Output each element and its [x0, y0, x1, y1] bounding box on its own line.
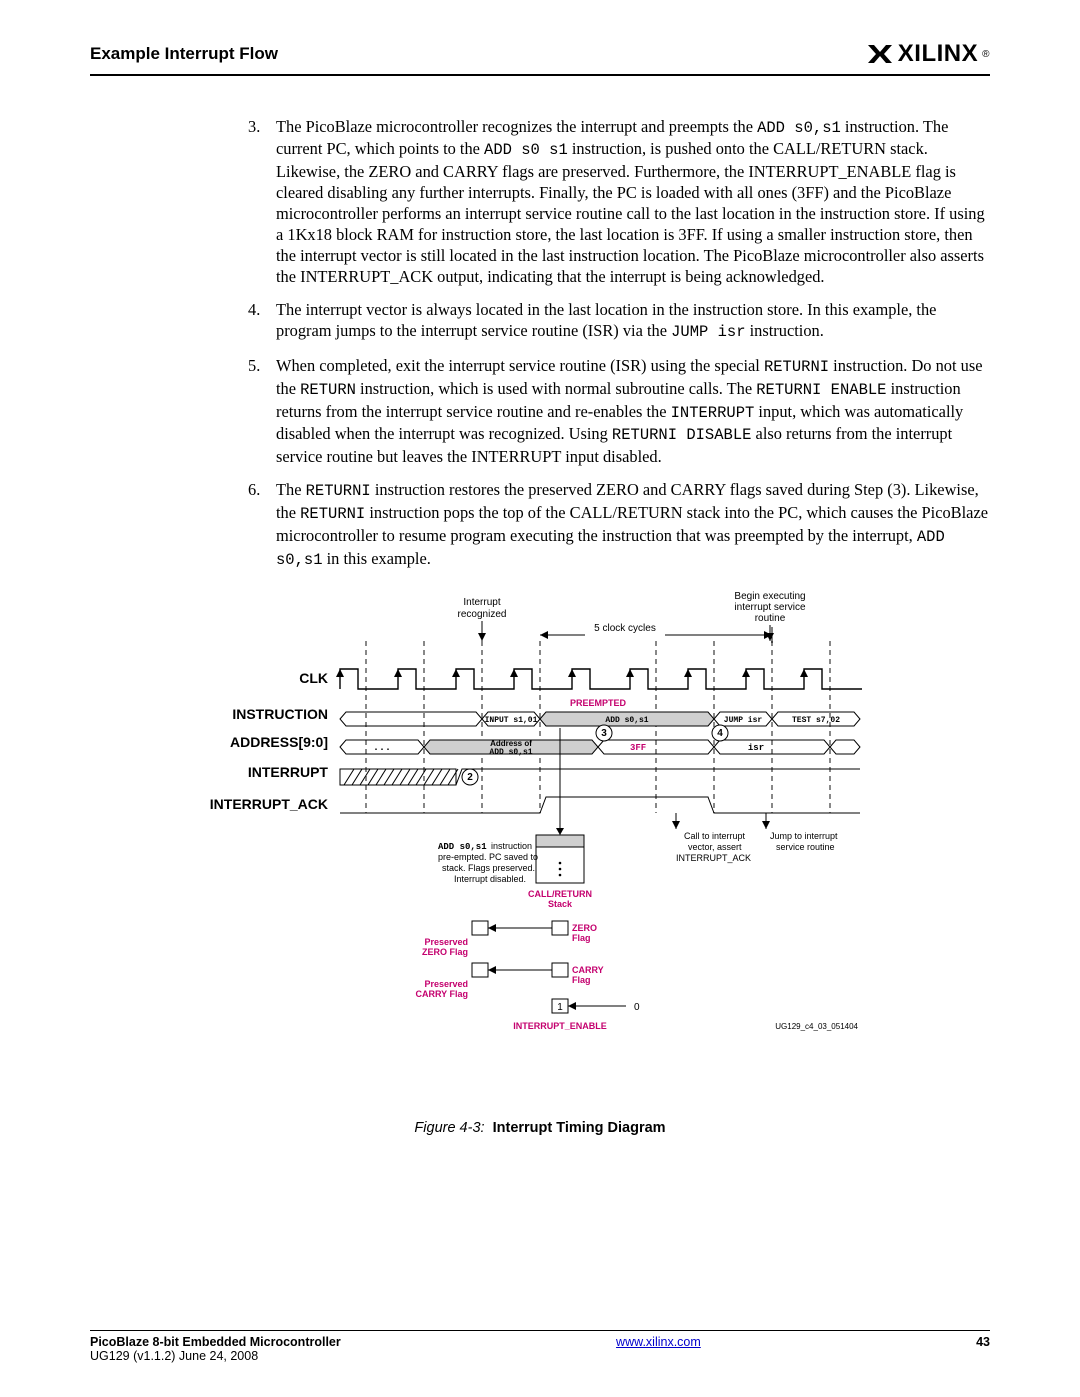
- svg-text:Flag: Flag: [572, 975, 591, 985]
- svg-text:stack. Flags preserved.: stack. Flags preserved.: [442, 863, 535, 873]
- numbered-list: 3.The PicoBlaze microcontroller recogniz…: [248, 116, 990, 571]
- footer-page-number: 43: [976, 1335, 990, 1363]
- svg-text:INPUT s1,01: INPUT s1,01: [485, 716, 538, 725]
- svg-text:Flag: Flag: [572, 933, 591, 943]
- page-footer: PicoBlaze 8-bit Embedded Microcontroller…: [90, 1330, 990, 1363]
- svg-text:INTERRUPT_ACK: INTERRUPT_ACK: [210, 796, 328, 812]
- svg-text:3: 3: [601, 728, 607, 739]
- xilinx-logo: XILINX®: [866, 40, 990, 68]
- svg-text:ZERO: ZERO: [572, 923, 597, 933]
- list-item: 5.When completed, exit the interrupt ser…: [248, 355, 990, 467]
- timing-diagram: Interruptrecognized Begin executinginterr…: [210, 591, 870, 1136]
- svg-text:Address of: Address of: [490, 739, 532, 748]
- svg-text:CLK: CLK: [299, 670, 328, 686]
- svg-text:service routine: service routine: [776, 842, 835, 852]
- svg-text:INTERRUPT: INTERRUPT: [248, 764, 329, 780]
- svg-text:vector, assert: vector, assert: [688, 842, 742, 852]
- figure-caption: Figure 4-3: Interrupt Timing Diagram: [210, 1120, 870, 1136]
- svg-text:3FF: 3FF: [630, 743, 646, 753]
- svg-text:Preserved: Preserved: [424, 979, 468, 989]
- svg-text:ZERO Flag: ZERO Flag: [422, 947, 468, 957]
- footer-link[interactable]: www.xilinx.com: [616, 1335, 701, 1363]
- header-rule: [90, 74, 990, 76]
- svg-text:INTERRUPT_ENABLE: INTERRUPT_ENABLE: [513, 1021, 607, 1031]
- svg-text:instruction: instruction: [491, 841, 532, 851]
- svg-text:Interrupt disabled.: Interrupt disabled.: [454, 874, 526, 884]
- svg-text:pre-empted. PC saved to: pre-empted. PC saved to: [438, 852, 538, 862]
- svg-text:Call to interrupt: Call to interrupt: [684, 831, 746, 841]
- svg-text:...: ...: [373, 743, 391, 754]
- list-item: 4.The interrupt vector is always located…: [248, 299, 990, 343]
- svg-text:ADD s0,s1: ADD s0,s1: [489, 748, 532, 757]
- svg-text:isr: isr: [748, 743, 764, 753]
- section-title: Example Interrupt Flow: [90, 44, 278, 64]
- svg-text:PREEMPTED: PREEMPTED: [570, 698, 627, 708]
- svg-text:4: 4: [717, 728, 723, 739]
- svg-text:UG129_c4_03_051404: UG129_c4_03_051404: [775, 1022, 858, 1031]
- svg-text:5 clock cycles: 5 clock cycles: [594, 623, 656, 634]
- svg-text:2: 2: [467, 772, 473, 783]
- list-item: 6.The RETURNI instruction restores the p…: [248, 479, 990, 570]
- svg-text:TEST s7,02: TEST s7,02: [792, 716, 840, 725]
- svg-text:ADD s0,s1: ADD s0,s1: [438, 842, 487, 852]
- svg-text:INSTRUCTION: INSTRUCTION: [232, 706, 328, 722]
- svg-text:Jump to interrupt: Jump to interrupt: [770, 831, 838, 841]
- svg-text:INTERRUPT_ACK: INTERRUPT_ACK: [676, 853, 751, 863]
- svg-text:routine: routine: [755, 613, 786, 624]
- svg-text:Stack: Stack: [548, 899, 573, 909]
- svg-text:Begin executing: Begin executing: [734, 591, 805, 602]
- svg-text:JUMP isr: JUMP isr: [724, 716, 763, 725]
- svg-text:Preserved: Preserved: [424, 937, 468, 947]
- svg-text:ADDRESS[9:0]: ADDRESS[9:0]: [230, 734, 328, 750]
- svg-text:ADD s0,s1: ADD s0,s1: [605, 716, 648, 725]
- svg-text:CARRY: CARRY: [572, 965, 604, 975]
- svg-text:recognized: recognized: [458, 609, 507, 620]
- svg-text:CALL/RETURN: CALL/RETURN: [528, 889, 592, 899]
- svg-text:Interrupt: Interrupt: [463, 597, 500, 608]
- svg-text:1: 1: [557, 1002, 563, 1013]
- svg-text:interrupt service: interrupt service: [734, 602, 806, 613]
- list-item: 3.The PicoBlaze microcontroller recogniz…: [248, 116, 990, 288]
- footer-left: PicoBlaze 8-bit Embedded Microcontroller…: [90, 1335, 341, 1363]
- svg-text:0: 0: [634, 1002, 640, 1013]
- xilinx-logo-icon: [866, 43, 894, 65]
- svg-text:CARRY Flag: CARRY Flag: [415, 989, 468, 999]
